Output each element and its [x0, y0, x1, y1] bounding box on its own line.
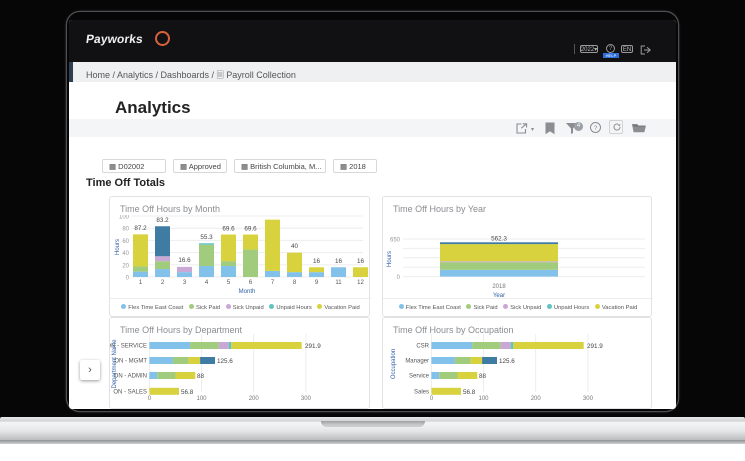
svg-text:650: 650 [390, 238, 401, 244]
svg-text:7: 7 [271, 280, 275, 286]
svg-text:Hours: Hours [115, 239, 121, 255]
svg-text:8: 8 [293, 280, 297, 286]
svg-text:ON - ADMIN: ON - ADMIN [114, 374, 147, 380]
svg-text:125.6: 125.6 [217, 358, 233, 365]
svg-text:Department Name: Department Name [112, 339, 118, 389]
svg-text:0: 0 [148, 396, 152, 402]
svg-text:16.6: 16.6 [178, 257, 191, 264]
svg-text:Hours: Hours [387, 251, 393, 267]
svg-text:88: 88 [479, 373, 487, 380]
svg-text:Sales: Sales [414, 389, 429, 395]
svg-text:69.6: 69.6 [244, 226, 257, 233]
svg-text:562.3: 562.3 [491, 236, 507, 243]
svg-text:87.2: 87.2 [134, 225, 147, 232]
svg-text:Occupation: Occupation [391, 349, 397, 379]
svg-text:0: 0 [430, 396, 434, 402]
svg-text:?: ? [594, 125, 598, 132]
svg-text:ON - MGMT: ON - MGMT [114, 359, 147, 365]
svg-text:200: 200 [249, 396, 260, 402]
svg-text:1: 1 [139, 280, 143, 286]
svg-text:16: 16 [335, 258, 343, 265]
svg-text:100: 100 [478, 396, 489, 402]
svg-text:40: 40 [291, 243, 299, 250]
svg-text:40: 40 [122, 251, 129, 257]
svg-text:300: 300 [301, 396, 312, 402]
svg-text:60: 60 [122, 239, 129, 245]
svg-text:56.8: 56.8 [463, 389, 476, 396]
svg-text:56.8: 56.8 [181, 389, 194, 396]
svg-text:100: 100 [119, 215, 130, 221]
svg-text:16: 16 [357, 258, 365, 265]
svg-text:9: 9 [315, 280, 319, 286]
svg-text:291.9: 291.9 [305, 343, 321, 350]
svg-text:100: 100 [196, 396, 207, 402]
svg-text:88: 88 [197, 373, 205, 380]
svg-text:2018: 2018 [492, 284, 506, 290]
svg-text:6: 6 [249, 280, 253, 286]
svg-text:16: 16 [313, 258, 321, 265]
svg-text:200: 200 [531, 396, 542, 402]
svg-text:Service: Service [409, 374, 430, 380]
svg-text:CSR: CSR [416, 344, 429, 350]
svg-text:55.3: 55.3 [200, 234, 213, 241]
svg-text:300: 300 [583, 396, 594, 402]
svg-text:2: 2 [161, 280, 165, 286]
svg-text:12: 12 [357, 280, 364, 286]
svg-text:291.9: 291.9 [587, 343, 603, 350]
svg-text:0: 0 [126, 276, 130, 282]
svg-text:3: 3 [183, 280, 187, 286]
svg-text:125.6: 125.6 [499, 358, 515, 365]
svg-text:ON - SALES: ON - SALES [113, 389, 147, 395]
svg-text:Manager: Manager [405, 359, 429, 365]
svg-text:69.6: 69.6 [222, 226, 235, 233]
svg-text:0: 0 [397, 275, 401, 281]
svg-text:Month: Month [239, 289, 256, 295]
svg-text:83.2: 83.2 [156, 217, 169, 224]
svg-text:11: 11 [335, 280, 342, 286]
svg-text:80: 80 [122, 227, 129, 233]
svg-text:5: 5 [227, 280, 231, 286]
svg-text:4: 4 [205, 280, 209, 286]
svg-text:20: 20 [122, 263, 129, 269]
